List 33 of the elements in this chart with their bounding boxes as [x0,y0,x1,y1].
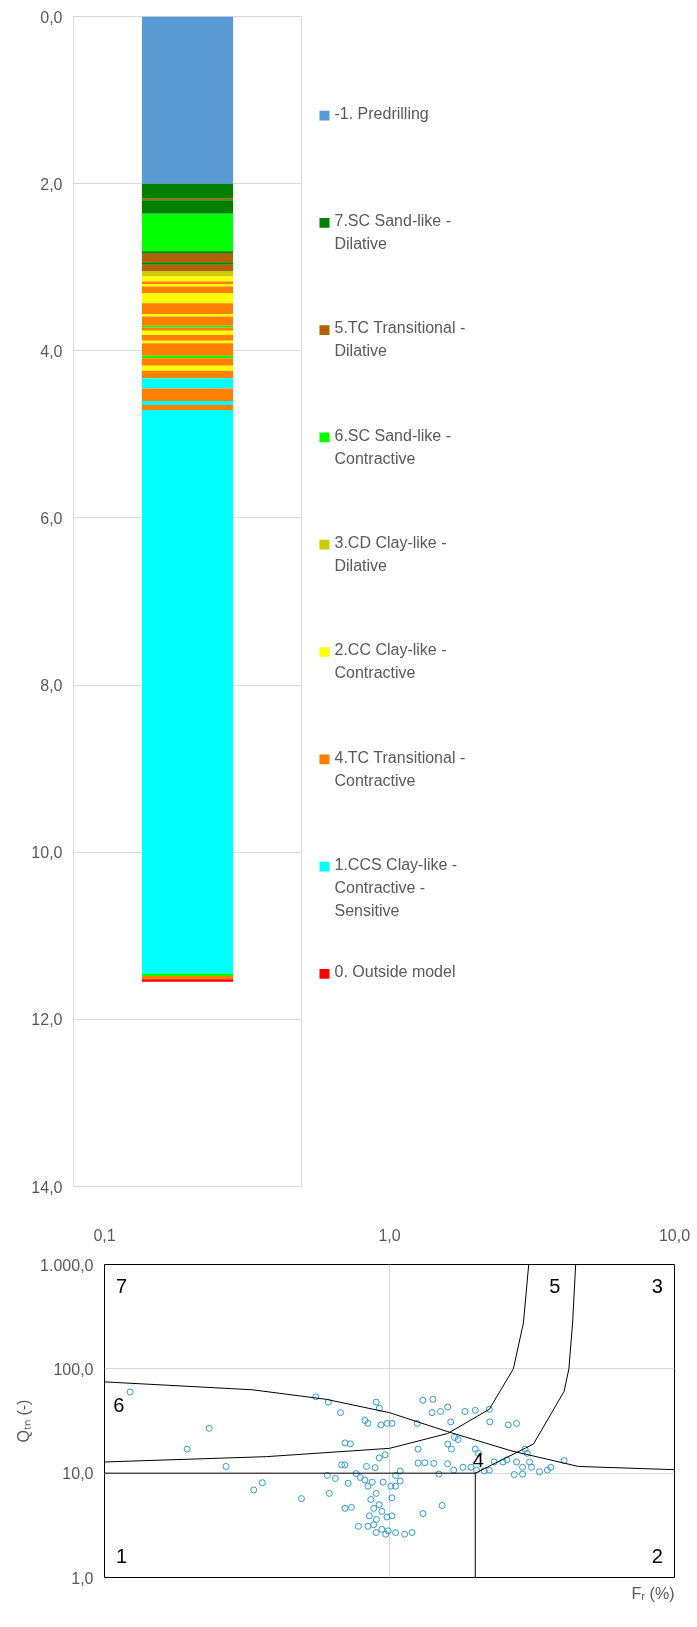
legend-label: 7.SC Sand-like - Dilative [334,212,451,253]
annotation: 2 [651,1544,663,1567]
y-axis-title: Qₜₙ (-) [15,1399,33,1443]
annotation: 3 [651,1275,663,1298]
annotation: 6 [113,1394,125,1417]
y-tick-label: 14,0 [31,1178,63,1196]
y-tick-label: 1.000,0 [40,1256,94,1274]
y-tick-label: 6,0 [40,509,63,527]
y-tick-label: 2,0 [40,175,63,193]
y-tick-label: 10,0 [31,844,63,862]
legend-label: -1. Predrilling [334,104,429,122]
x-tick-label: 1,0 [378,1226,401,1244]
annotation: 4 [472,1448,484,1471]
annotation: 1 [116,1544,128,1567]
legend-label: 2.CC Clay-like - Contractive [334,641,447,682]
y-tick-label: 1,0 [71,1569,94,1587]
legend-label: 3.CD Clay-like - Dilative [334,534,447,574]
legend-label: 1.CCS Clay-like - Contractive - Sensitive [334,855,458,919]
legend-label: 6.SC Sand-like - Contractive [334,426,451,467]
x-tick-label: 10,0 [658,1226,691,1244]
y-tick-label: 0,0 [40,8,63,26]
x-axis-title: Fᵣ (%) [631,1584,675,1602]
y-tick-label: 10,0 [62,1465,94,1483]
legend-label: 0. Outside model [334,963,456,981]
annotation: 7 [116,1275,128,1298]
annotation: 5 [549,1275,561,1298]
legend-label: 5.TC Transitional - Dilative [334,319,466,360]
y-tick-label: 4,0 [40,342,63,360]
y-tick-label: 12,0 [31,1011,63,1029]
y-tick-label: 100,0 [53,1360,94,1378]
legend-label: 4.TC Transitional - Contractive [334,748,466,789]
x-tick-label: 0,1 [93,1226,116,1244]
y-tick-label: 8,0 [40,677,63,695]
